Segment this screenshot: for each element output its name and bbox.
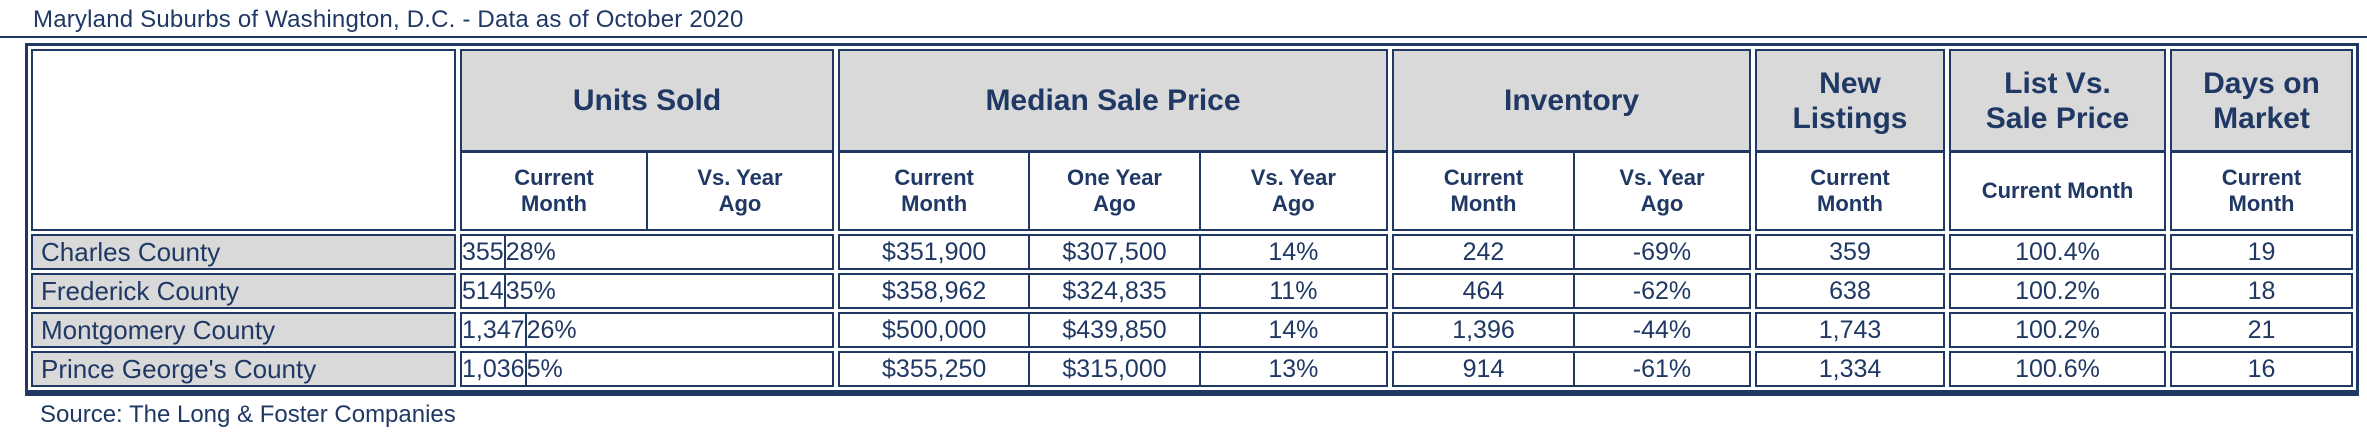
subheader-row: Current Month bbox=[1951, 150, 2164, 229]
list-vs-sale-current: 100.6% bbox=[1951, 353, 2164, 385]
group-inventory: Inventory Current Month Vs. Year Ago bbox=[1392, 49, 1751, 231]
median-price-vs-year: 11% bbox=[1198, 275, 1386, 307]
group-median-sale-price: Median Sale Price Current Month One Year… bbox=[838, 49, 1388, 231]
table-row-charles-county: Charles County 355 28% $351,900 $307,500… bbox=[31, 234, 2353, 270]
units-sold-vs-year: 28% bbox=[503, 236, 556, 268]
table-row-prince-georges-county: Prince George's County 1,036 5% $355,250… bbox=[31, 351, 2353, 387]
units-sold-vs-year: 26% bbox=[524, 314, 577, 346]
market-stats-table: Units Sold Current Month Vs. Year Ago Me… bbox=[25, 43, 2359, 396]
subheader-current-month: Current Month bbox=[1394, 153, 1573, 229]
median-price-current: $355,250 bbox=[840, 353, 1029, 385]
subheader-vs-year-ago: Vs. Year Ago bbox=[1198, 153, 1386, 229]
median-price-current: $351,900 bbox=[840, 236, 1029, 268]
units-sold-current: 355 bbox=[462, 236, 504, 268]
row-label: Charles County bbox=[31, 234, 456, 270]
inventory-vs-year: -62% bbox=[1572, 275, 1749, 307]
median-price-vs-year: 14% bbox=[1198, 314, 1386, 346]
list-vs-sale-current: 100.4% bbox=[1951, 236, 2164, 268]
group-list-vs-sale-price: List Vs. Sale Price Current Month bbox=[1949, 49, 2166, 231]
units-sold-current: 1,347 bbox=[462, 314, 525, 346]
subheader-current-month: Current Month bbox=[840, 153, 1029, 229]
page-title: Maryland Suburbs of Washington, D.C. - D… bbox=[33, 6, 744, 33]
inventory-vs-year: -69% bbox=[1572, 236, 1749, 268]
group-days-on-market: Days on Market Current Month bbox=[2170, 49, 2353, 231]
list-vs-sale-current: 100.2% bbox=[1951, 275, 2164, 307]
group-title-inventory: Inventory bbox=[1394, 51, 1749, 150]
units-sold-current: 1,036 bbox=[462, 353, 525, 385]
median-price-current: $358,962 bbox=[840, 275, 1029, 307]
source-attribution: Source: The Long & Foster Companies bbox=[40, 401, 456, 428]
median-price-one-year-ago: $307,500 bbox=[1028, 236, 1199, 268]
table-row-frederick-county: Frederick County 514 35% $358,962 $324,8… bbox=[31, 273, 2353, 309]
new-listings-current: 638 bbox=[1757, 275, 1943, 307]
subheader-current-month: Current Month bbox=[462, 153, 646, 229]
inventory-vs-year: -61% bbox=[1572, 353, 1749, 385]
units-sold-vs-year: 5% bbox=[524, 353, 563, 385]
median-price-vs-year: 14% bbox=[1198, 236, 1386, 268]
days-on-market-current: 18 bbox=[2172, 275, 2351, 307]
inventory-current: 464 bbox=[1394, 275, 1573, 307]
table-row-montgomery-county: Montgomery County 1,347 26% $500,000 $43… bbox=[31, 312, 2353, 348]
subheader-row: Current Month Vs. Year Ago bbox=[1394, 150, 1749, 229]
group-title-days-on-market: Days on Market bbox=[2172, 51, 2351, 150]
county-header-cell bbox=[31, 49, 456, 231]
group-units-sold: Units Sold Current Month Vs. Year Ago bbox=[460, 49, 834, 231]
row-label: Prince George's County bbox=[31, 351, 456, 387]
group-new-listings: New Listings Current Month bbox=[1755, 49, 1945, 231]
subheader-vs-year-ago: Vs. Year Ago bbox=[646, 153, 832, 229]
units-sold-vs-year: 35% bbox=[503, 275, 556, 307]
row-label: Montgomery County bbox=[31, 312, 456, 348]
inventory-current: 914 bbox=[1394, 353, 1573, 385]
subheader-vs-year-ago: Vs. Year Ago bbox=[1572, 153, 1749, 229]
median-price-one-year-ago: $324,835 bbox=[1028, 275, 1199, 307]
median-price-vs-year: 13% bbox=[1198, 353, 1386, 385]
days-on-market-current: 16 bbox=[2172, 353, 2351, 385]
subheader-row: Current Month One Year Ago Vs. Year Ago bbox=[840, 150, 1386, 229]
row-label: Frederick County bbox=[31, 273, 456, 309]
subheader-current-month: Current Month bbox=[2172, 153, 2351, 229]
inventory-vs-year: -44% bbox=[1572, 314, 1749, 346]
subheader-one-year-ago: One Year Ago bbox=[1028, 153, 1199, 229]
median-price-current: $500,000 bbox=[840, 314, 1029, 346]
subheader-current-month: Current Month bbox=[1951, 153, 2164, 229]
header-band: Units Sold Current Month Vs. Year Ago Me… bbox=[31, 49, 2353, 231]
new-listings-current: 359 bbox=[1757, 236, 1943, 268]
median-price-one-year-ago: $439,850 bbox=[1028, 314, 1199, 346]
group-title-units-sold: Units Sold bbox=[462, 51, 832, 150]
new-listings-current: 1,743 bbox=[1757, 314, 1943, 346]
new-listings-current: 1,334 bbox=[1757, 353, 1943, 385]
days-on-market-current: 19 bbox=[2172, 236, 2351, 268]
group-title-median-sale-price: Median Sale Price bbox=[840, 51, 1386, 150]
subheader-current-month: Current Month bbox=[1757, 153, 1943, 229]
title-underline bbox=[0, 36, 2367, 38]
days-on-market-current: 21 bbox=[2172, 314, 2351, 346]
median-price-one-year-ago: $315,000 bbox=[1028, 353, 1199, 385]
units-sold-current: 514 bbox=[462, 275, 504, 307]
inventory-current: 1,396 bbox=[1394, 314, 1573, 346]
subheader-row: Current Month bbox=[2172, 150, 2351, 229]
group-title-list-vs-sale-price: List Vs. Sale Price bbox=[1951, 51, 2164, 150]
subheader-row: Current Month Vs. Year Ago bbox=[462, 150, 832, 229]
subheader-row: Current Month bbox=[1757, 150, 1943, 229]
inventory-current: 242 bbox=[1394, 236, 1573, 268]
group-title-new-listings: New Listings bbox=[1757, 51, 1943, 150]
list-vs-sale-current: 100.2% bbox=[1951, 314, 2164, 346]
